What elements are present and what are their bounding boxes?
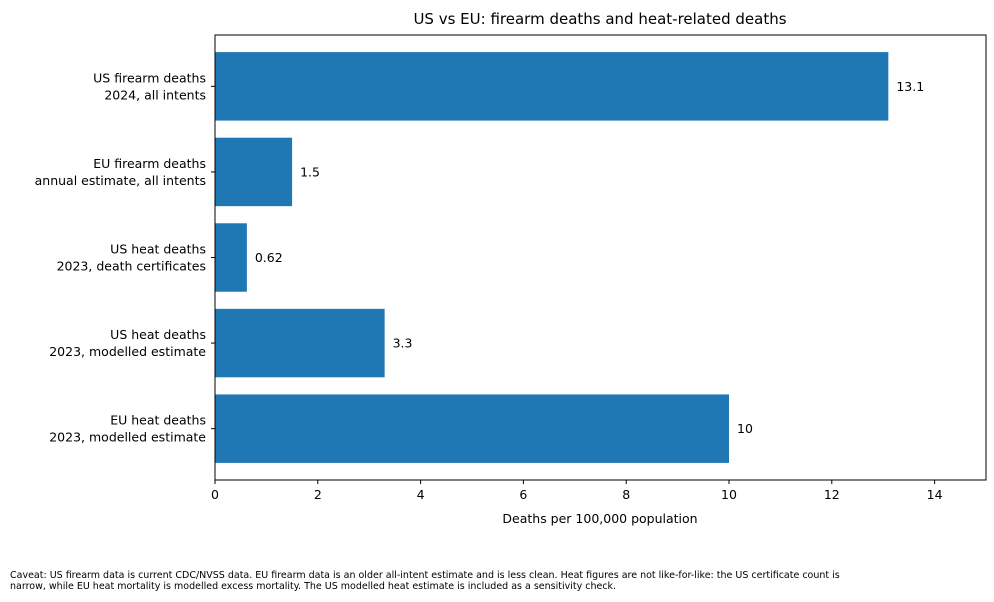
x-tick-label: 8 xyxy=(622,487,630,502)
y-tick-label: US firearm deaths xyxy=(93,70,206,85)
y-tick-label: EU heat deaths xyxy=(110,413,206,428)
bar-value-label: 13.1 xyxy=(896,79,924,94)
bar xyxy=(215,308,385,378)
bar-value-label: 10 xyxy=(737,421,753,436)
y-tick-label: US heat deaths xyxy=(110,327,206,342)
chart-title: US vs EU: firearm deaths and heat-relate… xyxy=(413,10,786,28)
bar xyxy=(215,52,889,121)
caveat-line-2: narrow, while EU heat mortality is model… xyxy=(10,581,617,592)
caveat-line-1: Caveat: US firearm data is current CDC/N… xyxy=(10,570,840,581)
plot-frame xyxy=(214,34,987,481)
bar-value-label: 0.62 xyxy=(255,250,283,265)
x-tick-label: 4 xyxy=(417,487,425,502)
x-tick-label: 0 xyxy=(211,487,219,502)
y-tick-label: 2024, all intents xyxy=(104,87,206,102)
bar xyxy=(215,223,247,292)
bar-value-label: 3.3 xyxy=(393,336,413,351)
x-tick-label: 10 xyxy=(721,487,737,502)
y-tick-label: 2023, modelled estimate xyxy=(49,344,206,359)
y-tick-label: 2023, death certificates xyxy=(57,259,206,274)
y-tick-label: 2023, modelled estimate xyxy=(49,430,206,445)
x-axis-label: Deaths per 100,000 population xyxy=(502,511,697,526)
bar xyxy=(215,137,293,207)
bar-value-label: 1.5 xyxy=(300,164,320,179)
x-tick-label: 14 xyxy=(927,487,943,502)
x-tick-label: 12 xyxy=(824,487,840,502)
y-tick-label: annual estimate, all intents xyxy=(35,173,206,188)
x-tick-label: 2 xyxy=(314,487,322,502)
bar xyxy=(215,394,729,463)
y-tick-label: EU firearm deaths xyxy=(93,156,206,171)
x-tick-label: 6 xyxy=(519,487,527,502)
y-tick-label: US heat deaths xyxy=(110,242,206,257)
caveat-note: Caveat: US firearm data is current CDC/N… xyxy=(10,570,988,592)
